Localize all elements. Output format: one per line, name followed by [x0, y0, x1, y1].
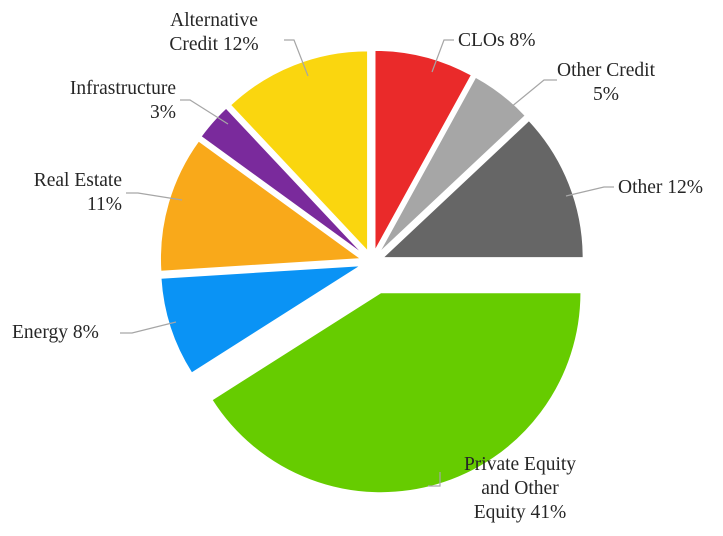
pie-slices: [159, 49, 584, 494]
pie-slice-real-estate: [159, 140, 362, 272]
slice-labels: CLOs 8% Other Credit 5% Other 12% Private Eq…: [12, 10, 703, 523]
pie-slice-clos: [374, 49, 473, 251]
pie-slice-other-credit: [378, 76, 526, 253]
slice-label-infrastructure: Infrastructure 3%: [70, 78, 176, 123]
pie-slice-alternative-credit: [229, 50, 369, 253]
slice-label-line: 11%: [87, 194, 122, 215]
pie-slice-private-equity-and-other-equity: [211, 292, 582, 494]
slice-label-line: 5%: [593, 84, 619, 105]
slice-label-energy: Energy 8%: [12, 322, 99, 343]
slice-label-line: and Other: [481, 478, 559, 499]
slice-label-real-estate: Real Estate 11%: [34, 170, 122, 215]
leader-line-real-estate: [126, 192, 183, 201]
slice-label-line: Other Credit: [557, 60, 656, 81]
slice-label-line: Private Equity: [464, 454, 576, 475]
slice-label-alternative-credit: Alternative Credit 12%: [169, 10, 258, 55]
slice-label-line: 3%: [150, 102, 176, 123]
slice-label-private-equity-and-other-equity: Private Equity and Other Equity 41%: [464, 454, 576, 523]
leader-line-private-equity-and-other-equity: [428, 472, 441, 487]
pie-slice-other: [381, 119, 584, 259]
slice-label-line: CLOs 8%: [458, 30, 535, 51]
slice-label-other-credit: Other Credit 5%: [557, 60, 656, 105]
leader-line-infrastructure: [180, 99, 229, 125]
slice-label-clos: CLOs 8%: [458, 30, 535, 51]
pie-slice-energy: [160, 265, 361, 374]
slice-label-line: Real Estate: [34, 170, 122, 191]
slice-label-line: Energy 8%: [12, 322, 99, 343]
leader-line-energy: [120, 321, 177, 334]
pie-slice-infrastructure: [200, 107, 364, 255]
slice-label-line: Equity 41%: [474, 502, 567, 523]
slice-label-line: Other 12%: [618, 177, 703, 198]
slice-label-line: Infrastructure: [70, 78, 176, 99]
leader-lines: [120, 39, 614, 487]
slice-label-other: Other 12%: [618, 177, 703, 198]
leader-line-clos: [431, 39, 454, 73]
leader-line-other-credit: [504, 79, 557, 113]
leader-line-alternative-credit: [284, 39, 309, 77]
slice-label-line: Alternative: [170, 10, 258, 31]
slice-label-line: Credit 12%: [169, 34, 258, 55]
leader-line-other: [565, 186, 614, 197]
